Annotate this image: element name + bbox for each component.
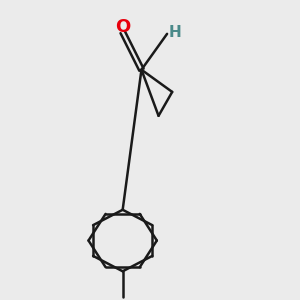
- Text: O: O: [115, 18, 130, 36]
- Text: H: H: [168, 25, 181, 40]
